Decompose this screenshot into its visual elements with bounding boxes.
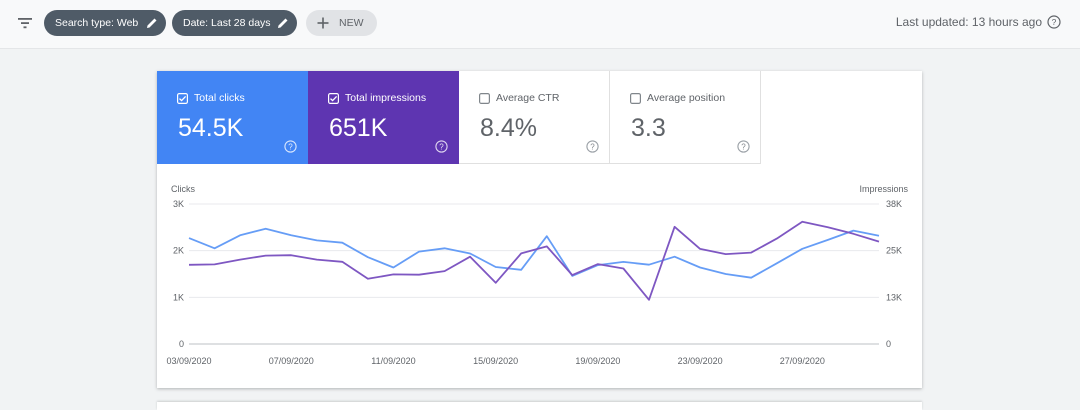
x-tick-label: 19/09/2020 bbox=[575, 356, 620, 366]
series-line-clicks[interactable] bbox=[188, 227, 880, 279]
x-tick-label: 15/09/2020 bbox=[473, 356, 518, 366]
help-icon[interactable]: ? bbox=[737, 140, 750, 153]
right-tick-label: 13K bbox=[886, 292, 902, 302]
metric-average-ctr[interactable]: Average CTR 8.4% ? bbox=[459, 71, 610, 164]
right-axis-title: Impressions bbox=[859, 184, 908, 194]
left-tick-label: 1K bbox=[173, 292, 184, 302]
x-tick-label: 27/09/2020 bbox=[780, 356, 825, 366]
metric-label: Average position bbox=[647, 92, 726, 104]
left-tick-label: 2K bbox=[173, 246, 184, 256]
x-tick-label: 03/09/2020 bbox=[166, 356, 211, 366]
chart-series bbox=[188, 220, 880, 301]
edit-pencil-icon[interactable] bbox=[146, 17, 158, 29]
checkbox-checked-icon[interactable] bbox=[328, 93, 339, 104]
metric-label: Total clicks bbox=[194, 92, 245, 104]
svg-text:?: ? bbox=[741, 142, 746, 151]
series-line-impressions[interactable] bbox=[188, 220, 880, 301]
date-chip[interactable]: Date: Last 28 days bbox=[172, 10, 297, 36]
performance-chart[interactable]: Clicks Impressions 3K 38K 2K 25K 1K 13K 0 0 03/0… bbox=[157, 71, 922, 388]
metric-average-position[interactable]: Average position 3.3 ? bbox=[610, 71, 761, 164]
plus-icon bbox=[317, 17, 329, 29]
svg-text:?: ? bbox=[590, 142, 595, 151]
metric-total-impressions[interactable]: Total impressions 651K ? bbox=[308, 71, 459, 164]
help-icon[interactable]: ? bbox=[435, 140, 448, 153]
edit-pencil-icon[interactable] bbox=[277, 17, 289, 29]
new-filter-label: NEW bbox=[339, 17, 364, 29]
right-tick-label: 25K bbox=[886, 246, 902, 256]
filter-icon[interactable] bbox=[16, 14, 34, 32]
chart-axis-ticks: 3K 38K 2K 25K 1K 13K 0 0 03/09/2020 07/09/2020 11/… bbox=[166, 199, 902, 366]
metric-value: 8.4% bbox=[480, 114, 537, 142]
right-tick-label: 38K bbox=[886, 199, 902, 209]
left-axis-title: Clicks bbox=[171, 184, 195, 194]
help-icon[interactable]: ? bbox=[284, 140, 297, 153]
metric-value: 54.5K bbox=[178, 114, 244, 142]
checkbox-unchecked-icon[interactable] bbox=[479, 93, 490, 104]
left-tick-label: 0 bbox=[179, 339, 184, 349]
metric-value: 3.3 bbox=[631, 114, 666, 142]
x-tick-label: 11/09/2020 bbox=[371, 356, 415, 366]
x-tick-label: 23/09/2020 bbox=[678, 356, 723, 366]
metric-label: Total impressions bbox=[345, 92, 427, 104]
search-type-chip-label: Search type: Web bbox=[55, 17, 139, 29]
left-tick-label: 3K bbox=[173, 199, 184, 209]
search-type-chip[interactable]: Search type: Web bbox=[44, 10, 166, 36]
help-icon[interactable]: ? bbox=[586, 140, 599, 153]
last-updated-text: Last updated: 13 hours ago bbox=[895, 15, 1042, 29]
filter-bar: Search type: Web Date: Last 28 days NEW … bbox=[0, 0, 1080, 49]
checkbox-unchecked-icon[interactable] bbox=[630, 93, 641, 104]
chart-gridlines bbox=[189, 203, 879, 345]
next-card-edge bbox=[157, 402, 922, 410]
svg-text:?: ? bbox=[288, 142, 293, 151]
metric-label: Average CTR bbox=[496, 92, 560, 104]
svg-text:?: ? bbox=[1052, 17, 1057, 27]
help-icon[interactable]: ? bbox=[1047, 15, 1061, 29]
x-tick-label: 07/09/2020 bbox=[269, 356, 314, 366]
performance-card: Total clicks 54.5K ? Total impressions 6… bbox=[157, 71, 922, 388]
metric-value: 651K bbox=[329, 114, 388, 142]
date-chip-label: Date: Last 28 days bbox=[183, 17, 271, 29]
svg-text:?: ? bbox=[439, 142, 444, 151]
right-tick-label: 0 bbox=[886, 339, 891, 349]
metric-total-clicks[interactable]: Total clicks 54.5K ? bbox=[157, 71, 308, 164]
checkbox-checked-icon[interactable] bbox=[177, 93, 188, 104]
new-filter-button[interactable]: NEW bbox=[306, 10, 377, 36]
